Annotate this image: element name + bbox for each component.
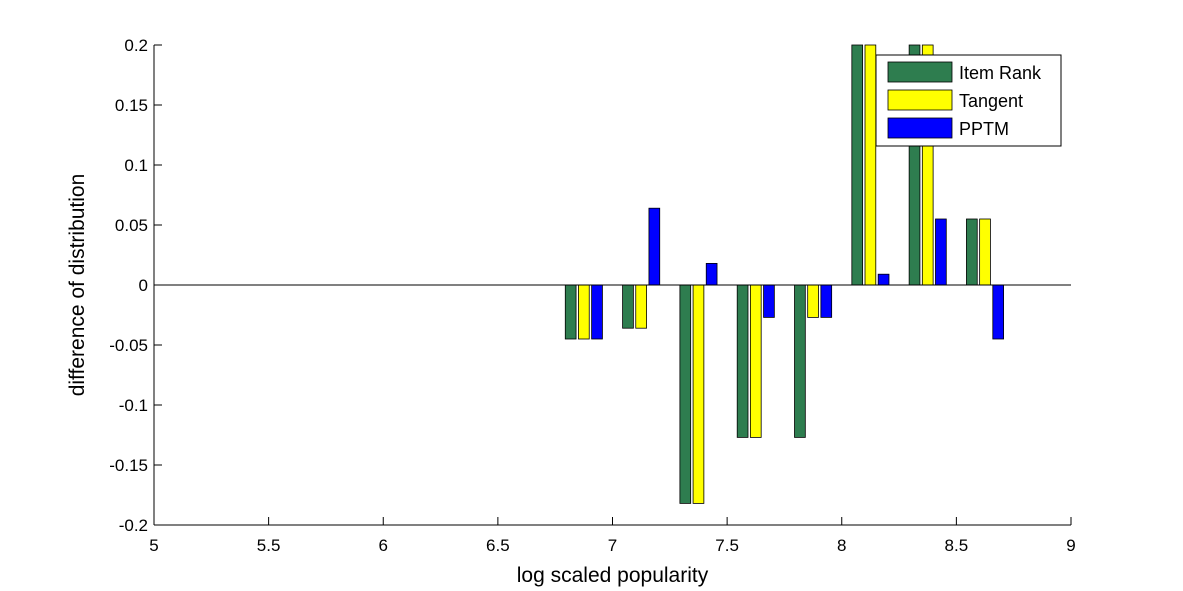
bar-tangent-1 — [635, 284, 647, 329]
bar-item-rank-3 — [736, 284, 749, 438]
bar-tangent-7 — [979, 218, 991, 286]
legend-swatch-item-rank — [887, 61, 953, 83]
x-tick-label: 8 — [837, 536, 846, 555]
legend: Item Rank Tangent PPTM — [875, 54, 1062, 147]
bar-tangent-0 — [578, 284, 590, 340]
bar-item-rank-2 — [679, 284, 692, 504]
x-tick-label: 5.5 — [257, 536, 281, 555]
axes-layer: 5 5.5 6 6.5 7 7.5 8 8.5 9 -0.2 -0.15 -0.1 -0.05 0 0.05… — [109, 36, 1075, 555]
bar-item-rank-7 — [966, 218, 978, 286]
x-axis-label: log scaled popularity — [517, 564, 709, 587]
y-tick-label: -0.2 — [119, 516, 148, 535]
y-tick-label: 0 — [139, 276, 148, 295]
bar-pptm-3 — [763, 284, 775, 318]
y-tick-label: 0.1 — [124, 156, 148, 175]
legend-swatch-pptm — [887, 117, 953, 139]
bar-pptm-6 — [935, 218, 947, 286]
bar-pptm-4 — [820, 284, 833, 318]
bar-item-rank-0 — [564, 284, 577, 340]
legend-label-pptm: PPTM — [959, 119, 1009, 139]
legend-label-item-rank: Item Rank — [959, 63, 1042, 83]
x-tick-label: 7.5 — [715, 536, 739, 555]
x-tick-label: 6 — [379, 536, 388, 555]
x-tick-label: 9 — [1066, 536, 1075, 555]
legend-label-tangent: Tangent — [959, 91, 1023, 111]
y-tick-label: 0.2 — [124, 36, 148, 55]
bar-tangent-5 — [864, 44, 877, 286]
y-tick-label: -0.05 — [109, 336, 148, 355]
x-tick-label: 8.5 — [945, 536, 969, 555]
x-tick-label: 6.5 — [486, 536, 510, 555]
y-tick-label: 0.15 — [115, 96, 148, 115]
x-tick-label: 5 — [149, 536, 158, 555]
bar-pptm-1 — [648, 207, 661, 286]
bar-tangent-3 — [749, 284, 762, 438]
bar-pptm-7 — [992, 284, 1004, 340]
x-tick-label: 7 — [608, 536, 617, 555]
bar-tangent-2 — [692, 284, 705, 504]
y-tick-label: 0.05 — [115, 216, 148, 235]
y-axis-label: difference of distribution — [66, 174, 89, 397]
bar-pptm-0 — [591, 284, 603, 340]
bar-item-rank-4 — [794, 284, 806, 438]
bar-tangent-4 — [807, 284, 819, 318]
bar-item-rank-5 — [851, 44, 864, 286]
bar-pptm-5 — [877, 273, 890, 286]
bar-item-rank-1 — [622, 284, 634, 329]
legend-swatch-tangent — [887, 89, 953, 111]
y-tick-label: -0.1 — [119, 396, 148, 415]
bars-layer — [564, 44, 1004, 504]
y-tick-label: -0.15 — [109, 456, 148, 475]
bar-pptm-2 — [705, 262, 718, 286]
